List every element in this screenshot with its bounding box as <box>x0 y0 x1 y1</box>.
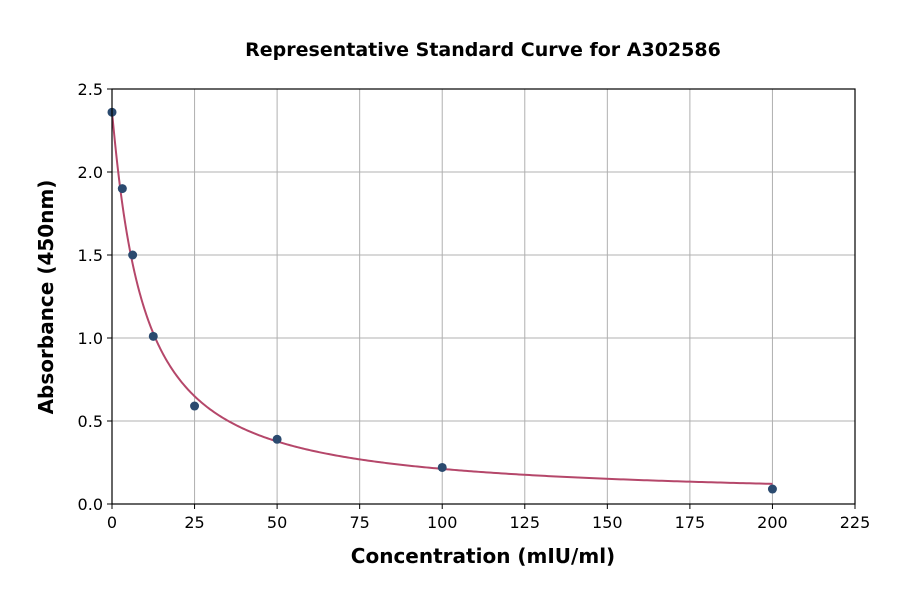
chart-title: Representative Standard Curve for A30258… <box>245 39 721 61</box>
data-point <box>128 250 138 260</box>
y-axis-ticks: 0.0 0.5 1.0 1.5 2.0 2.5 <box>78 80 112 514</box>
data-point <box>148 331 158 341</box>
y-axis-label: Absorbance (450nm) <box>34 180 58 415</box>
x-axis-label: Concentration (mIU/ml) <box>351 544 615 568</box>
plot-frame <box>111 88 856 505</box>
x-tick-label: 125 <box>510 513 541 532</box>
grid <box>111 88 856 505</box>
x-axis-ticks: 0 25 50 75 100 125 150 175 200 225 <box>107 504 870 532</box>
y-tick-label: 0.0 <box>78 495 103 514</box>
x-tick-label: 175 <box>675 513 706 532</box>
data-point <box>117 184 127 194</box>
data-point <box>437 462 447 472</box>
x-tick-label: 225 <box>840 513 871 532</box>
x-tick-label: 0 <box>107 513 117 532</box>
y-tick-label: 0.5 <box>78 412 103 431</box>
x-tick-label: 25 <box>184 513 204 532</box>
data-point <box>190 401 200 411</box>
x-tick-label: 200 <box>757 513 788 532</box>
data-point <box>767 484 777 494</box>
x-tick-label: 100 <box>427 513 458 532</box>
data-points <box>107 107 777 494</box>
y-tick-label: 2.0 <box>78 163 103 182</box>
y-tick-label: 1.5 <box>78 246 103 265</box>
y-tick-label: 1.0 <box>78 329 103 348</box>
x-tick-label: 50 <box>267 513 287 532</box>
x-tick-label: 150 <box>592 513 623 532</box>
x-tick-label: 75 <box>349 513 369 532</box>
y-tick-label: 2.5 <box>78 80 103 99</box>
data-point <box>272 434 282 444</box>
